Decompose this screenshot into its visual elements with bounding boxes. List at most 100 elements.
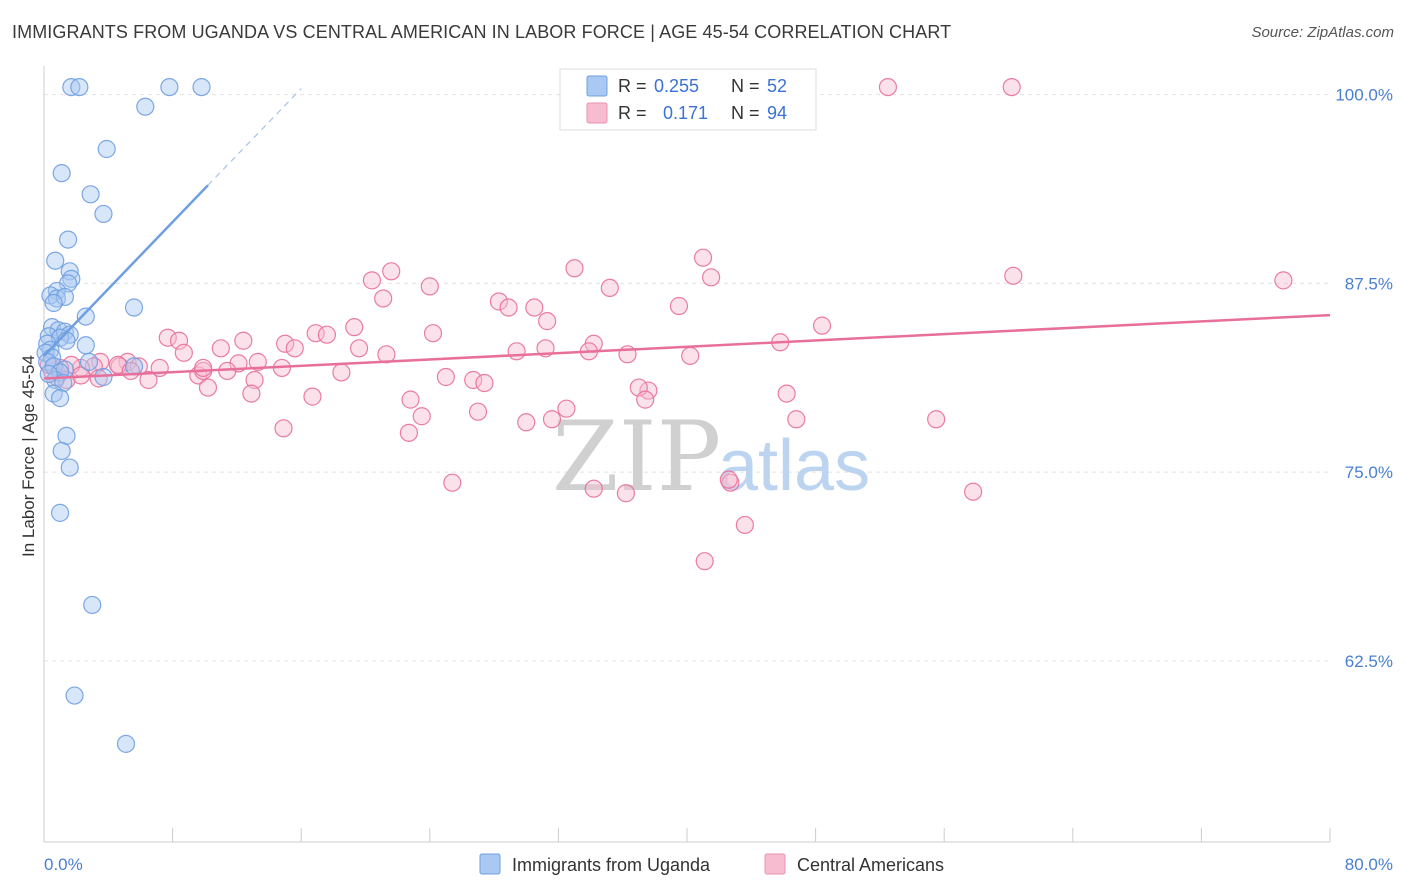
uganda-point [59, 230, 78, 249]
trend-lines [43, 88, 1331, 380]
central-americans-point [475, 373, 494, 393]
central-americans-point [420, 277, 439, 296]
central-americans-point [274, 419, 293, 438]
central-americans-point [719, 470, 738, 489]
central-americans-point [345, 318, 364, 337]
central-americans-point [317, 325, 337, 344]
uganda-point [192, 77, 211, 97]
central-americans-point [681, 346, 700, 365]
uganda-point [60, 458, 79, 477]
central-americans-point [399, 423, 419, 442]
central-americans-point [1004, 266, 1023, 285]
central-americans-point [693, 248, 713, 267]
x-tick-labels: 0.0% 80.0% [44, 855, 1393, 874]
central-americans-point [777, 384, 796, 403]
y-tick-labels: 62.5% 75.0% 87.5% 100.0% [1335, 86, 1393, 671]
uganda-point [52, 164, 71, 183]
central-americans-point [248, 352, 267, 371]
stats-legend: R = 0.255 N = 52 R = 0.171 N = 94 [559, 68, 817, 131]
uganda-point [79, 352, 99, 371]
central-americans-point [412, 407, 431, 426]
central-americans-point [636, 390, 655, 409]
legend-r-value-central-americans: 0.171 [663, 103, 708, 123]
central-americans-point [787, 410, 806, 429]
central-americans-point [332, 363, 351, 382]
bottom-legend-label-central-americans: Central Americans [797, 855, 944, 875]
uganda-trend-extension [207, 88, 302, 186]
central-americans-point [499, 298, 518, 317]
legend-n-label-central-americans: N = [731, 103, 760, 123]
central-americans-point [211, 339, 230, 358]
central-americans-point [525, 298, 544, 317]
y-axis-label: In Labor Force | Age 45-54 [19, 355, 38, 557]
central-americans-point [234, 331, 253, 350]
series-legend: Immigrants from Uganda Central Americans [479, 853, 944, 875]
uganda-point [81, 185, 100, 204]
central-americans-point [702, 268, 721, 287]
central-americans-point [401, 390, 420, 409]
x-tick-label-min: 0.0% [44, 855, 83, 874]
uganda-point [39, 364, 58, 384]
central-americans-point [194, 358, 213, 378]
central-americans-point [303, 387, 322, 406]
central-americans-point [489, 292, 509, 311]
central-americans-point [198, 378, 218, 397]
legend-r-label-uganda: R = [618, 76, 647, 96]
central-americans-point [443, 473, 462, 492]
watermark: ZIP atlas [552, 401, 870, 513]
watermark-zip: ZIP [552, 401, 721, 513]
y-tick-label: 62.5% [1345, 652, 1393, 671]
legend-swatch-central-americans [586, 102, 608, 124]
uganda-point [136, 97, 155, 116]
source-label: Source: ZipAtlas.com [1251, 24, 1394, 41]
central-americans-point [423, 324, 443, 343]
uganda-point [52, 441, 71, 461]
central-americans-point [669, 296, 689, 316]
x-tick-label-max: 80.0% [1345, 855, 1393, 874]
central-americans-point [139, 370, 158, 390]
watermark-atlas: atlas [718, 426, 870, 506]
uganda-point [83, 595, 102, 615]
central-americans-point [245, 370, 264, 390]
legend-swatch-uganda [586, 75, 608, 97]
central-americans-point [174, 343, 193, 362]
central-americans-point [538, 312, 557, 331]
y-tick-label: 75.0% [1345, 463, 1393, 482]
central-americans-trend-line [43, 313, 1331, 380]
axes [43, 66, 1331, 843]
central-americans-point [616, 484, 636, 503]
central-americans-point [600, 278, 619, 298]
uganda-point [124, 298, 144, 317]
central-americans-point [285, 339, 304, 358]
legend-n-label-uganda: N = [731, 76, 760, 96]
central-americans-point [1274, 271, 1293, 290]
central-americans-point [158, 328, 177, 347]
bottom-legend-swatch-central-americans [764, 853, 786, 875]
central-americans-point [382, 262, 401, 281]
legend-r-value-uganda: 0.255 [654, 76, 699, 96]
central-americans-point [517, 413, 536, 432]
central-americans-point [468, 402, 488, 421]
central-americans-point [721, 473, 740, 492]
uganda-point [116, 734, 136, 753]
uganda-point [65, 686, 84, 705]
uganda-trend-line [43, 184, 209, 357]
central-americans-point [436, 367, 455, 387]
y-tick-label: 87.5% [1345, 274, 1393, 293]
central-americans-point [927, 410, 946, 429]
central-americans-point [464, 370, 483, 390]
central-americans-point [349, 339, 369, 358]
uganda-point [57, 426, 76, 445]
central-americans-point [362, 271, 382, 290]
central-americans-point [878, 77, 898, 97]
central-americans-point [542, 410, 562, 429]
central-americans-point [695, 552, 714, 571]
uganda-point [94, 204, 113, 224]
bottom-legend-label-uganda: Immigrants from Uganda [512, 855, 711, 875]
uganda-point [97, 139, 116, 159]
central-americans-point [964, 482, 983, 501]
data-points [36, 77, 1293, 753]
central-americans-point [242, 384, 261, 403]
y-tick-label: 100.0% [1335, 86, 1393, 105]
